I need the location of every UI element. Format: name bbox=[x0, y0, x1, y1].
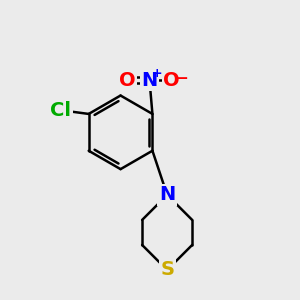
Text: N: N bbox=[159, 185, 175, 204]
Text: O: O bbox=[163, 70, 180, 90]
Text: O: O bbox=[119, 70, 136, 90]
Text: +: + bbox=[152, 67, 162, 80]
Text: Cl: Cl bbox=[50, 101, 71, 121]
Text: −: − bbox=[176, 71, 188, 86]
Text: S: S bbox=[160, 260, 174, 280]
Text: N: N bbox=[141, 70, 158, 90]
